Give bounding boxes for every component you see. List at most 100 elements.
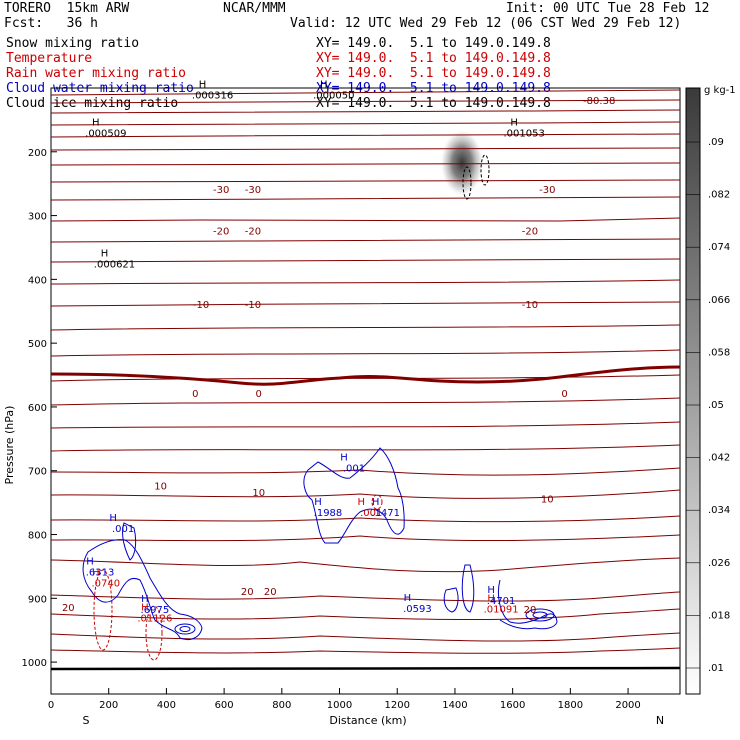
maximum-value: .000316 (192, 90, 233, 101)
maximum-value: .1471 (371, 508, 400, 519)
maximum-value: .001053 (504, 129, 545, 140)
maximum-value: .001 (360, 508, 382, 519)
colorbar-tick-label: .042 (708, 453, 730, 464)
model-title: TORERO 15km ARW (4, 1, 130, 16)
ground-line (50, 666, 681, 671)
colorbar-tick-label: .09 (708, 137, 724, 148)
isotherm (50, 217, 681, 222)
maximum-marker: H (109, 513, 117, 524)
isotherm (50, 515, 681, 523)
isotherm (50, 444, 681, 452)
isotherm (50, 591, 681, 602)
isotherm (50, 608, 681, 620)
cloud-contour (82, 539, 203, 641)
cloud-contour (303, 447, 405, 544)
y-tick-label: 900 (28, 594, 47, 605)
isotherm (50, 324, 681, 331)
maximum-marker: H (340, 453, 348, 464)
maximum-marker: H (358, 497, 366, 508)
maximum-marker: H (199, 79, 207, 90)
y-tick-label: 600 (28, 403, 47, 414)
isotherm (50, 557, 681, 573)
temperature-label: -30 (213, 185, 229, 196)
forecast-hour: Fcst: 36 h (4, 16, 98, 31)
maximum-marker: H (92, 567, 100, 578)
x-tick-label: 1400 (442, 700, 467, 711)
y-tick-label: 700 (28, 467, 47, 478)
cloud-contour (122, 522, 137, 561)
temperature-label: -20 (245, 227, 261, 238)
x-tick-label: 200 (99, 700, 118, 711)
rain-contour (371, 494, 383, 510)
maximum-value: .000509 (85, 129, 126, 140)
x-tick-label: 400 (157, 700, 176, 711)
maximum-value: .001 (112, 524, 134, 535)
colorbar-tick-label: .05 (708, 400, 724, 411)
x-axis-label: Distance (km) (329, 714, 406, 727)
y-tick-label: 500 (28, 339, 47, 350)
x-tick-label: 600 (215, 700, 234, 711)
isotherm (50, 467, 681, 476)
isotherm (50, 179, 681, 183)
cloud-contour (174, 623, 196, 635)
temperature-label: 20 (241, 587, 254, 598)
isotherm (50, 534, 681, 542)
isotherm (50, 632, 681, 642)
maxima-labels: H.000316H.000509H.001053H.000621H.000050… (85, 79, 545, 624)
ice-contour (462, 166, 472, 200)
isotherm (50, 99, 681, 104)
isotherm (50, 349, 681, 357)
temperature-label: 10 (252, 488, 265, 499)
x-tick-label: 1000 (327, 700, 352, 711)
x-tick-label: 1200 (385, 700, 410, 711)
isotherm (50, 647, 681, 654)
isotherm (50, 374, 681, 382)
colorbar (685, 87, 701, 695)
y-tick-label: 800 (28, 531, 47, 542)
temperature-label: 20 (524, 605, 537, 616)
isotherm (50, 147, 681, 151)
legend-snow-name: Snow mixing ratio (6, 36, 140, 51)
maximum-marker: H (141, 602, 149, 613)
cloud-ice-contours (462, 154, 490, 200)
maximum-marker: H (487, 585, 495, 596)
maximum-value: .01126 (137, 613, 172, 624)
org-title: NCAR/MMM (223, 1, 286, 16)
ice-contour (480, 154, 490, 186)
y-tick-label: 200 (28, 148, 47, 159)
maximum-value: .0740 (92, 578, 121, 589)
cloud-contour (525, 608, 555, 622)
isotherm (50, 121, 681, 126)
temperature-label: -20 (522, 227, 538, 238)
isotherm (50, 301, 681, 307)
colorbar-tick-label: .034 (708, 505, 730, 516)
legend-cloudice-xy: XY= 149.0. 5.1 to 149.0.149.8 (316, 96, 551, 111)
maximum-value: .6975 (141, 605, 170, 616)
isotherm (50, 238, 681, 243)
isotherm (50, 397, 681, 406)
x-tick-label: 2000 (615, 700, 640, 711)
x-tick-label: 0 (48, 700, 54, 711)
legend-temp-xy: XY= 149.0. 5.1 to 149.0.149.8 (316, 51, 551, 66)
maximum-value: .0593 (403, 604, 432, 615)
y-tick-label: 400 (28, 275, 47, 286)
maximum-value: .6313 (86, 568, 115, 579)
snow-shading (440, 129, 484, 197)
maximum-value: .1988 (314, 508, 343, 519)
colorbar-tick-label: .018 (708, 610, 730, 621)
cloud-water-contours (82, 447, 558, 641)
temperature-label: -10 (522, 300, 538, 311)
maximum-marker: H (372, 497, 380, 508)
y-axis-label: Pressure (hPa) (3, 406, 16, 485)
cloud-contour (497, 579, 558, 630)
legend-snow-xy: XY= 149.0. 5.1 to 149.0.149.8 (316, 36, 551, 51)
x-tick-label: 1800 (558, 700, 583, 711)
temperature-contours (50, 89, 681, 654)
temperature-labels: -80.38 -30 -30 -30 -20 -20 -20 -10 -10 -10 0 0 0 10 10… (62, 96, 615, 616)
isotherm (50, 196, 681, 201)
cloud-contour (461, 564, 475, 613)
maximum-value: .4701 (487, 596, 516, 607)
plot-frame (50, 87, 681, 695)
isotherm (50, 89, 681, 96)
init-time: Init: 00 UTC Tue 28 Feb 12 (506, 1, 710, 16)
